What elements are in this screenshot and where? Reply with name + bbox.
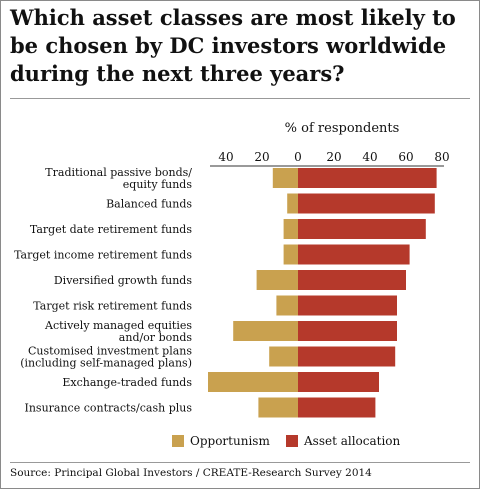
category-label: equity funds [123, 178, 193, 191]
legend: Opportunism Asset allocation [172, 434, 401, 448]
source-divider [10, 462, 470, 463]
category-labels: Traditional passive bonds/equity funds Ba… [14, 166, 192, 415]
x-tick-label: 40 [362, 150, 377, 164]
bars-group [208, 168, 437, 418]
asset-allocation-bar [298, 244, 410, 265]
asset-allocation-bar [298, 270, 406, 290]
category-label: Actively managed equities [44, 319, 192, 332]
title-divider [10, 98, 470, 99]
x-tick-label: 0 [294, 150, 302, 164]
opportunism-bar [269, 346, 298, 367]
asset-allocation-bar [298, 372, 379, 392]
category-label: Target risk retirement funds [33, 300, 192, 313]
x-tick-label: 40 [218, 150, 233, 164]
category-label: Customised investment plans [28, 345, 192, 358]
legend-label: Opportunism [190, 434, 270, 448]
legend-swatch [286, 435, 298, 447]
source-note: Source: Principal Global Investors / CRE… [10, 467, 372, 479]
x-tick-label: 60 [398, 150, 413, 164]
asset-allocation-bar [298, 397, 376, 418]
x-tick-label: 20 [254, 150, 269, 164]
category-label: Target income retirement funds [14, 249, 192, 262]
x-axis-title: % of respondents [285, 121, 400, 136]
x-tick-label: 80 [434, 150, 449, 164]
asset-allocation-bar [298, 321, 397, 341]
legend-swatch [172, 435, 184, 447]
opportunism-bar [287, 193, 298, 214]
category-label: (including self-managed plans) [20, 357, 192, 370]
category-label: Exchange-traded funds [62, 376, 192, 389]
opportunism-bar [283, 244, 298, 265]
x-axis-ticks: 40 20 0 20 40 60 80 [218, 150, 449, 164]
x-tick-label: 20 [326, 150, 341, 164]
category-label: Balanced funds [106, 198, 192, 211]
category-label: Target date retirement funds [30, 223, 192, 236]
asset-allocation-bar [298, 346, 396, 367]
category-label: Traditional passive bonds/ [45, 166, 192, 179]
opportunism-bar [208, 372, 298, 392]
opportunism-bar [258, 397, 298, 418]
legend-label: Asset allocation [303, 434, 401, 448]
asset-allocation-bar [298, 193, 435, 214]
bar-chart: % of respondents 40 20 0 20 40 60 80 Tradition… [14, 121, 450, 448]
category-label: Diversified growth funds [54, 274, 192, 287]
category-label: and/or bonds [119, 331, 193, 344]
asset-allocation-bar [298, 219, 426, 239]
asset-allocation-bar [298, 168, 437, 188]
opportunism-bar [283, 219, 298, 239]
opportunism-bar [256, 270, 298, 290]
category-label: Insurance contracts/cash plus [25, 402, 193, 415]
asset-allocation-bar [298, 295, 397, 316]
opportunism-bar [233, 321, 298, 341]
chart-title: Which asset classes are most likely to b… [10, 5, 456, 86]
opportunism-bar [276, 295, 298, 316]
opportunism-bar [272, 168, 298, 188]
